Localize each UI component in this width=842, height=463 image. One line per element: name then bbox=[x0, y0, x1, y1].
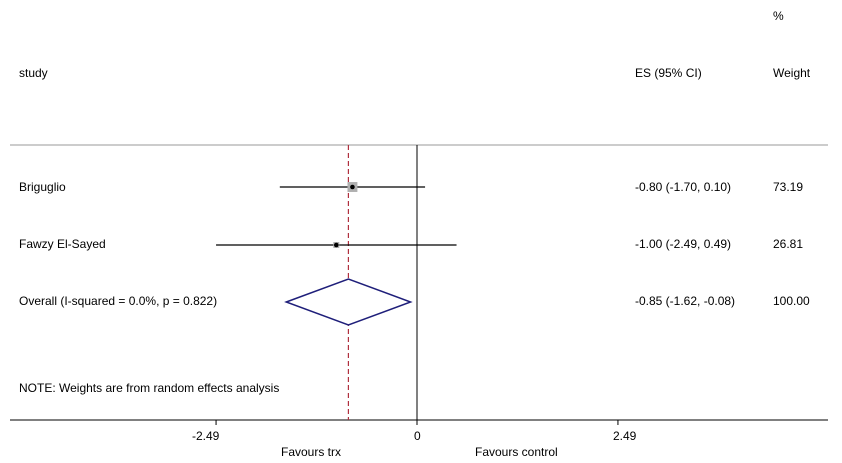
overall-es: -0.85 (-1.62, -0.08) bbox=[635, 294, 736, 308]
study-es: -0.80 (-1.70, 0.10) bbox=[635, 180, 732, 194]
overall-diamond bbox=[284, 278, 413, 326]
weight-pct-header: % bbox=[773, 9, 784, 23]
study-weight: 26.81 bbox=[773, 237, 804, 251]
weight-column-header: Weight bbox=[773, 66, 811, 80]
overall-label: Overall (I-squared = 0.0%, p = 0.822) bbox=[19, 294, 218, 308]
study-es: -1.00 (-2.49, 0.49) bbox=[635, 237, 732, 251]
x-tick-label-zero: 0 bbox=[414, 429, 421, 443]
x-tick-label-left: -2.49 bbox=[192, 429, 220, 443]
weights-note: NOTE: Weights are from random effects an… bbox=[19, 381, 280, 395]
favours-right-label: Favours control bbox=[475, 445, 558, 459]
overall-weight: 100.00 bbox=[773, 294, 810, 308]
study-point-estimate bbox=[334, 242, 339, 248]
favours-left-label: Favours trx bbox=[281, 445, 342, 459]
x-tick-label-right: 2.49 bbox=[613, 429, 637, 443]
study-point-estimate bbox=[350, 184, 355, 190]
study-label: Fawzy El-Sayed bbox=[19, 237, 106, 251]
study-column-header: study bbox=[19, 66, 48, 80]
es-column-header: ES (95% CI) bbox=[635, 66, 702, 80]
study-label: Briguglio bbox=[19, 180, 66, 194]
study-weight: 73.19 bbox=[773, 180, 804, 194]
